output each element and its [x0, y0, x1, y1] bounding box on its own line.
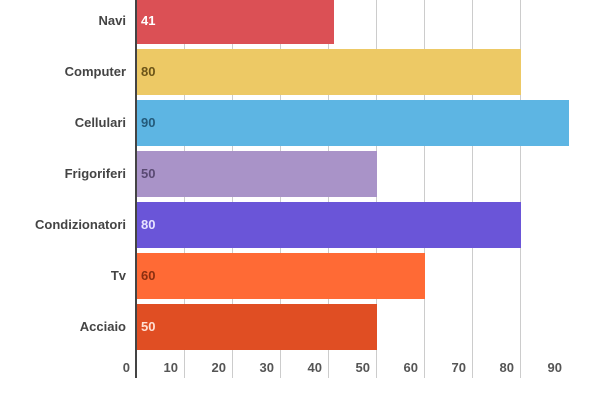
x-tick-label: 0	[122, 360, 130, 375]
bar-value-label: 80	[141, 64, 156, 79]
x-tick-label: 20	[211, 360, 226, 375]
bar-frigoriferi[interactable]: 50	[137, 151, 377, 197]
bar-cellulari[interactable]: 90	[137, 100, 569, 146]
category-label: Navi	[98, 13, 126, 28]
y-axis-line	[135, 0, 137, 378]
bar-value-label: 41	[141, 13, 156, 28]
category-label: Cellulari	[74, 115, 126, 130]
bar-acciaio[interactable]: 50	[137, 304, 377, 350]
x-tick-label: 50	[355, 360, 370, 375]
x-tick-label: 10	[163, 360, 178, 375]
bar-value-label: 80	[141, 217, 156, 232]
bar-value-label: 90	[141, 115, 156, 130]
bar-computer[interactable]: 80	[137, 49, 521, 95]
x-tick-label: 60	[403, 360, 418, 375]
gridline	[472, 0, 473, 378]
x-tick-label: 30	[259, 360, 274, 375]
bar-tv[interactable]: 60	[137, 253, 425, 299]
bar-navi[interactable]: 41	[137, 0, 334, 44]
category-label: Frigoriferi	[64, 166, 126, 181]
x-tick-label: 90	[547, 360, 562, 375]
category-label: Tv	[110, 268, 126, 283]
gridline	[424, 0, 425, 378]
bar-value-label: 50	[141, 166, 156, 181]
category-label: Condizionatori	[35, 217, 126, 232]
bar-value-label: 60	[141, 268, 156, 283]
gridline	[520, 0, 521, 378]
x-tick-label: 40	[307, 360, 322, 375]
x-tick-label: 70	[451, 360, 466, 375]
bar-condizionatori[interactable]: 80	[137, 202, 521, 248]
category-label: Acciaio	[79, 319, 126, 334]
category-label: Computer	[64, 64, 126, 79]
x-tick-label: 80	[499, 360, 514, 375]
bar-value-label: 50	[141, 319, 156, 334]
